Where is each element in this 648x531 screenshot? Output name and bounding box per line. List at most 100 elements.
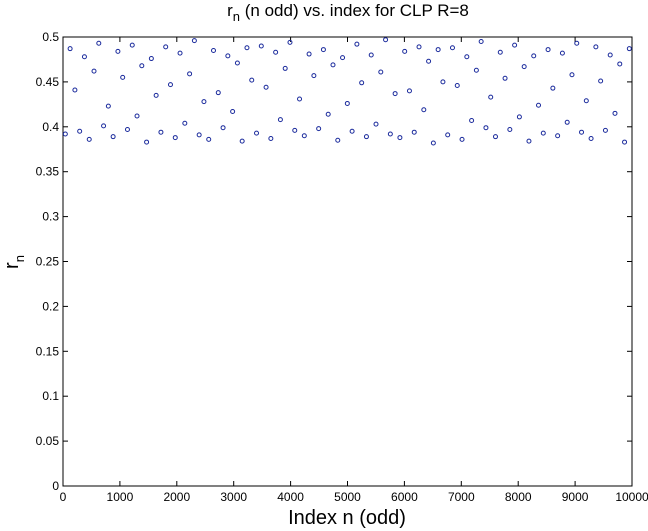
point: [220, 125, 226, 131]
point: [359, 80, 365, 86]
x-tick-label: 7000: [448, 490, 475, 504]
point: [473, 67, 479, 73]
x-tick-label: 10000: [615, 490, 648, 504]
point: [325, 111, 331, 117]
point: [330, 62, 336, 68]
point: [244, 45, 250, 51]
y-axis-label: rn: [1, 255, 27, 269]
point: [497, 49, 503, 55]
point: [254, 130, 260, 136]
x-tick-label: 4000: [277, 490, 304, 504]
plot-frame: [62, 36, 633, 487]
point: [335, 137, 341, 143]
point: [435, 47, 441, 53]
x-tick-label: 8000: [505, 490, 532, 504]
point: [545, 47, 551, 53]
point: [559, 50, 565, 56]
point: [134, 113, 140, 119]
point: [392, 91, 398, 97]
point: [430, 140, 436, 146]
point: [316, 126, 322, 132]
point: [320, 47, 326, 53]
point: [569, 72, 575, 78]
point: [177, 50, 183, 56]
x-tick-label: 1000: [107, 490, 134, 504]
point: [153, 92, 159, 98]
point: [110, 134, 116, 140]
point: [172, 135, 178, 141]
point: [206, 136, 212, 142]
point: [406, 88, 412, 94]
x-tick-label: 5000: [334, 490, 361, 504]
point: [521, 64, 527, 70]
point: [387, 131, 393, 137]
point: [536, 102, 542, 108]
point: [512, 42, 518, 48]
y-tick-label: 0.35: [36, 165, 60, 179]
point: [196, 132, 202, 138]
point: [531, 53, 537, 59]
point: [402, 48, 408, 54]
point: [583, 98, 589, 104]
point: [483, 125, 489, 131]
point: [101, 123, 107, 129]
point: [239, 138, 245, 144]
point: [258, 43, 264, 49]
point: [277, 117, 283, 123]
point: [459, 136, 465, 142]
point: [273, 49, 279, 55]
point: [297, 96, 303, 102]
point: [622, 139, 628, 145]
y-tick-label: 0.4: [42, 120, 59, 134]
point: [574, 40, 580, 46]
x-axis-label: Index n (odd): [288, 507, 406, 529]
point: [607, 52, 613, 58]
point: [182, 120, 188, 126]
point: [282, 65, 288, 71]
point: [516, 114, 522, 120]
point: [129, 42, 135, 48]
point: [124, 126, 130, 132]
point: [263, 84, 269, 90]
point: [340, 55, 346, 61]
point: [411, 129, 417, 135]
y-tick-label: 0.5: [42, 30, 59, 44]
point: [249, 77, 255, 83]
point: [91, 68, 97, 74]
point: [464, 54, 470, 60]
point: [426, 58, 432, 64]
point: [421, 107, 427, 113]
point: [368, 52, 374, 58]
y-tick-label: 0.1: [42, 389, 59, 403]
point: [507, 126, 513, 132]
point: [81, 54, 87, 60]
point: [225, 53, 231, 59]
y-tick-label: 0.2: [42, 299, 59, 313]
point: [163, 44, 169, 50]
point: [187, 71, 193, 77]
chart-title: rn (n odd) vs. index for CLP R=8: [227, 1, 469, 24]
point: [416, 44, 422, 50]
x-tick-label: 6000: [391, 490, 418, 504]
point: [612, 110, 618, 116]
point: [354, 41, 360, 47]
point: [67, 46, 73, 52]
point: [349, 128, 355, 134]
point: [144, 139, 150, 145]
point: [598, 78, 604, 84]
point: [526, 138, 532, 144]
point: [445, 132, 451, 138]
y-tick-label: 0: [52, 479, 59, 493]
point: [306, 51, 312, 57]
point: [454, 82, 460, 88]
point: [502, 75, 508, 81]
point: [287, 39, 293, 45]
point: [115, 48, 121, 54]
point: [148, 56, 154, 62]
point: [550, 85, 556, 91]
point: [617, 61, 623, 67]
point: [120, 74, 126, 80]
point: [363, 134, 369, 140]
point: [440, 79, 446, 85]
